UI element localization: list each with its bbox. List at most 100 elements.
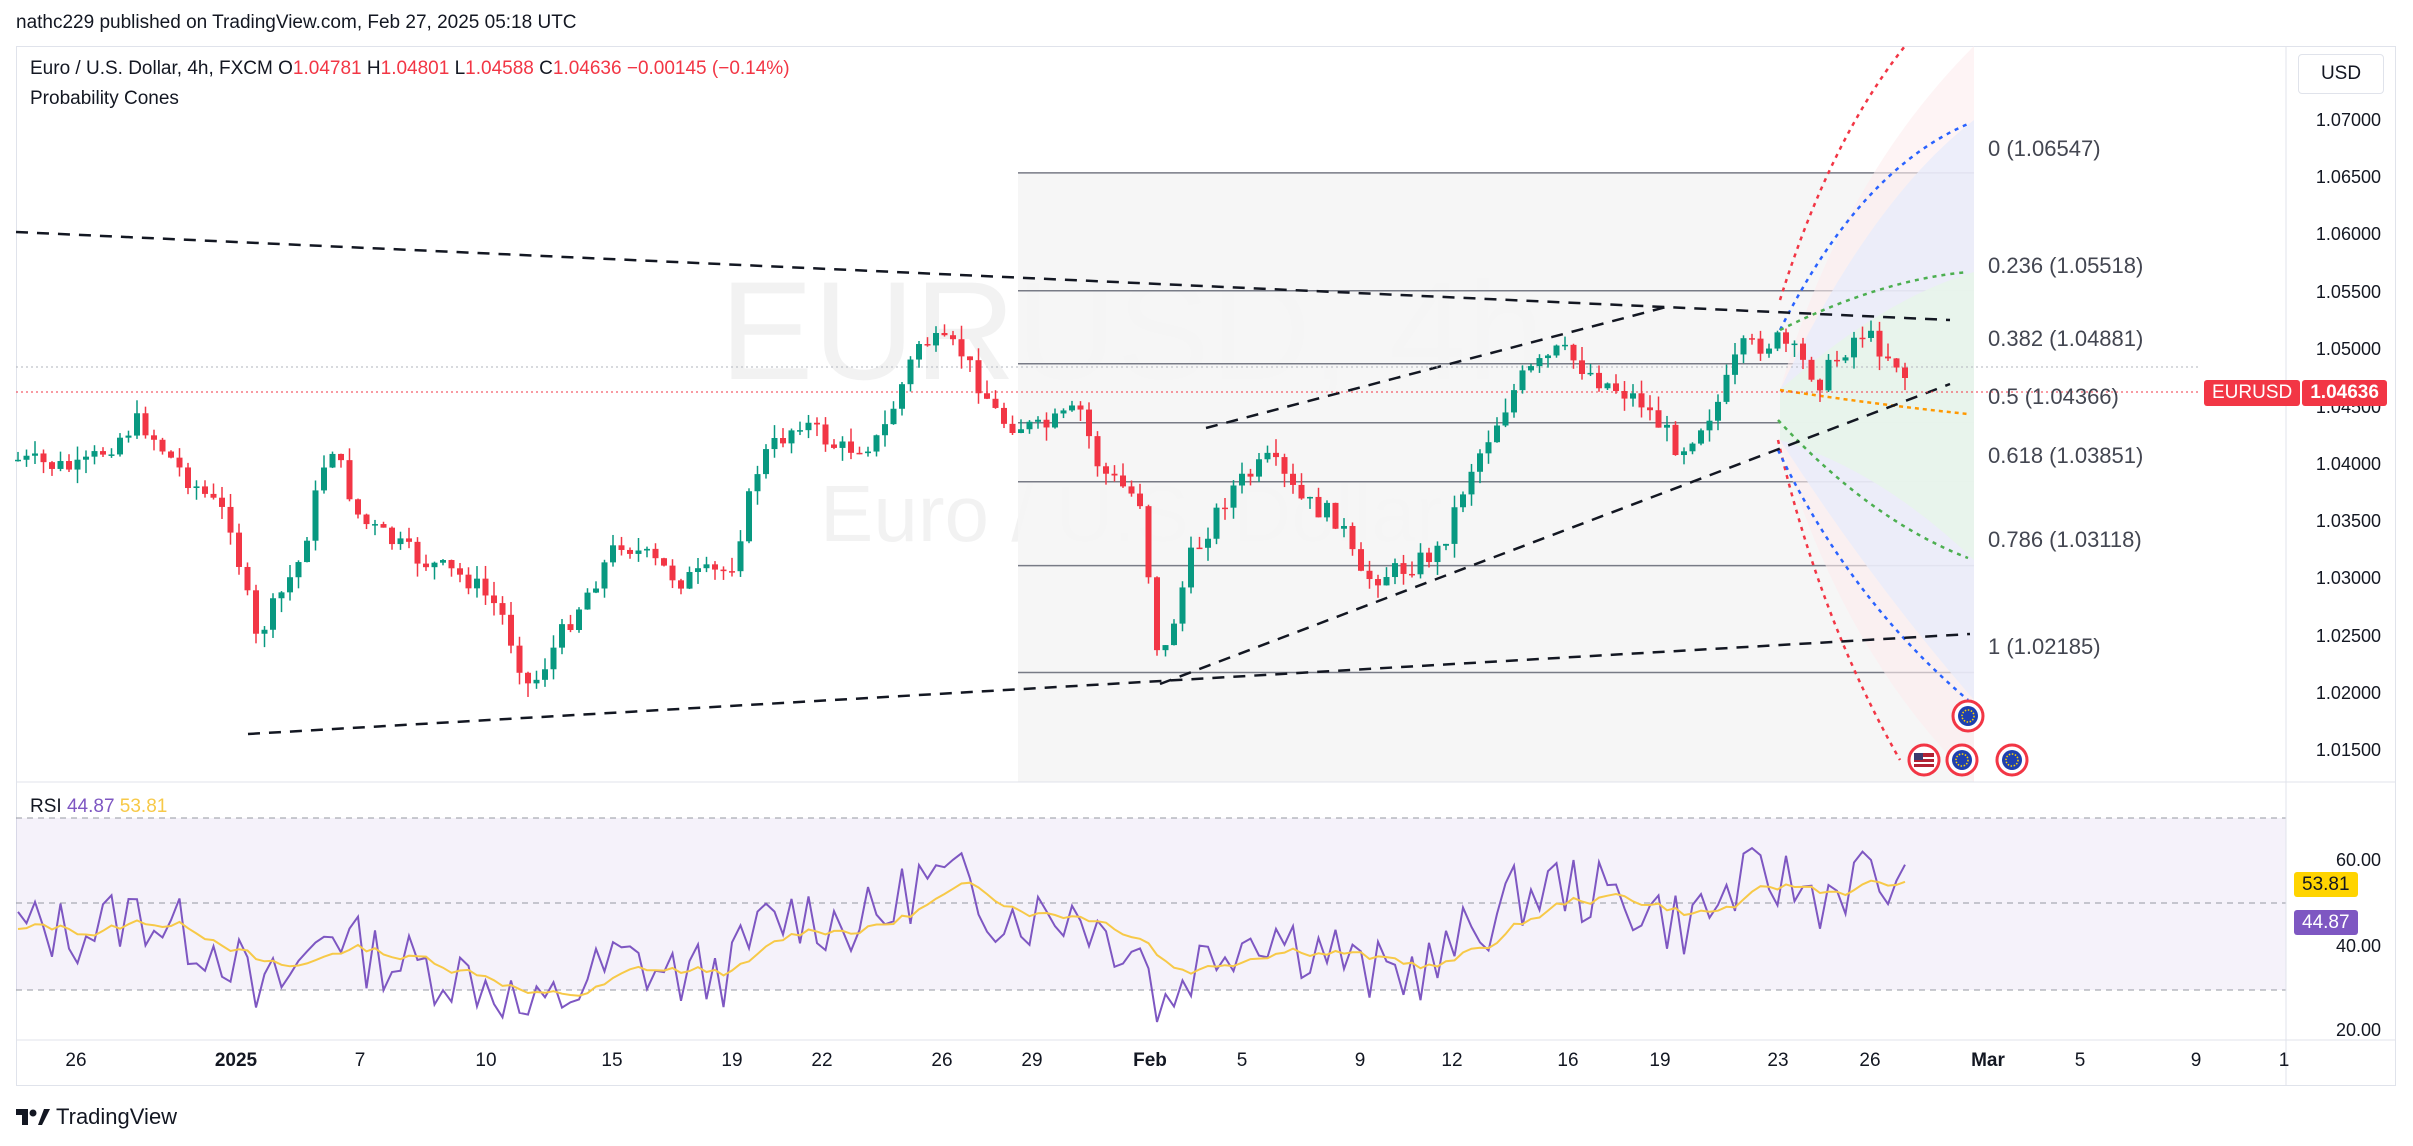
rsi-band [16, 818, 2286, 990]
symbol-title[interactable]: Euro / U.S. Dollar, 4h, FXCM [30, 58, 273, 79]
date-axis-label: 9 [2190, 1050, 2202, 1071]
candle-body [890, 408, 897, 425]
candle-body [1723, 374, 1730, 402]
candle-body [448, 560, 455, 569]
candle-body [1536, 358, 1543, 367]
candle-body [1621, 391, 1628, 399]
probability-cones [1776, 45, 1974, 782]
candle-body [1052, 413, 1058, 428]
candle-body [440, 560, 446, 563]
rsi-label[interactable]: RSI [30, 796, 62, 817]
candle-body [1664, 424, 1670, 428]
price-axis-label: 1.04000 [2315, 454, 2381, 474]
candle-body [295, 562, 302, 578]
candle-body [1256, 459, 1262, 477]
candle-body [1409, 573, 1415, 576]
candle-body [346, 460, 353, 500]
candle-body [1086, 409, 1092, 437]
candle-body [1791, 343, 1798, 346]
candle-body [1451, 507, 1458, 544]
candle-body [635, 550, 642, 554]
date-axis-label: 29 [1021, 1050, 1043, 1071]
candle-body [1018, 429, 1024, 434]
candle-body [1868, 330, 1874, 338]
rsi-ma-value: 53.81 [119, 796, 168, 817]
candle-body [907, 359, 914, 385]
candle-body [1893, 358, 1900, 368]
indicator-name[interactable]: Probability Cones [30, 88, 179, 109]
candle-body [1783, 332, 1789, 344]
candle-body [1264, 452, 1271, 460]
candle-body [695, 568, 701, 573]
candle-body [754, 474, 761, 492]
close-value: 1.04636 [552, 58, 622, 79]
rsi-axis-label: 60.00 [2335, 850, 2381, 870]
candle-body [992, 398, 999, 408]
candle-body [933, 333, 939, 346]
candle-body [652, 548, 659, 559]
candle-body [916, 344, 922, 360]
candle-body [1749, 338, 1755, 340]
date-axis-label: 1 [2278, 1050, 2290, 1071]
candle-body [244, 566, 251, 591]
candle-body [1094, 436, 1101, 467]
candle-body [261, 629, 268, 634]
candle-body [1613, 383, 1619, 392]
date-axis-label: 5 [1236, 1050, 1248, 1071]
candle-body [457, 568, 463, 575]
candle-body [1876, 330, 1883, 357]
candle-body [941, 333, 948, 336]
open-value: 1.04781 [292, 58, 362, 79]
candle-body [15, 459, 21, 462]
candle-body [1528, 366, 1534, 371]
candle-body [159, 439, 166, 452]
candle-body [644, 548, 650, 551]
candle-body [1298, 484, 1305, 499]
candle-body [1655, 410, 1662, 428]
date-axis-label: 19 [721, 1050, 743, 1071]
rsi-legend[interactable]: RSI 44.87 53.81 [30, 796, 167, 818]
fib-label: 0.382 (1.04881) [1988, 326, 2144, 351]
candle-body [423, 563, 429, 568]
date-axis-label: 23 [1767, 1050, 1789, 1071]
candle-body [414, 541, 421, 564]
price-axis-label: 1.01500 [2315, 740, 2381, 760]
candle-body [593, 588, 599, 593]
candle-body [1766, 348, 1772, 354]
currency-button[interactable]: USD [2298, 54, 2384, 94]
candle-body [482, 578, 489, 596]
candle-body [1332, 502, 1339, 529]
candle-body [83, 456, 89, 460]
candle-body [627, 549, 633, 554]
symbol-legend[interactable]: Euro / U.S. Dollar, 4h, FXCM O1.04781 H1… [30, 58, 790, 110]
candle-body [899, 384, 905, 409]
candle-body [1698, 430, 1704, 444]
candle-body [1808, 359, 1815, 380]
candle-body [499, 603, 506, 615]
chart-frame[interactable] [16, 46, 2396, 1086]
date-axis-label: 19 [1649, 1050, 1671, 1071]
tradingview-logo[interactable]: TradingView [16, 1104, 177, 1130]
cone-outer-upper [1778, 45, 1906, 301]
candle-body [848, 441, 854, 453]
close-label: C [539, 58, 553, 79]
price-axis-label: 1.03000 [2315, 568, 2381, 588]
candle-body [1562, 344, 1568, 347]
candle-body [1239, 473, 1245, 486]
candle-body [380, 524, 387, 528]
candle-body [1009, 423, 1016, 434]
trendline-channel-bottom [1159, 382, 1951, 686]
candle-body [924, 344, 931, 346]
candle-body [508, 614, 514, 646]
candle-body [584, 592, 591, 610]
candle-body [1196, 547, 1203, 550]
candle-body [57, 461, 64, 469]
candle-body [1817, 379, 1823, 391]
candle-body [873, 435, 880, 452]
candle-body [100, 451, 106, 455]
candle-body [1026, 421, 1033, 430]
candle-body [1349, 525, 1356, 550]
candle-body [1553, 345, 1560, 356]
candle-body [1205, 538, 1211, 548]
